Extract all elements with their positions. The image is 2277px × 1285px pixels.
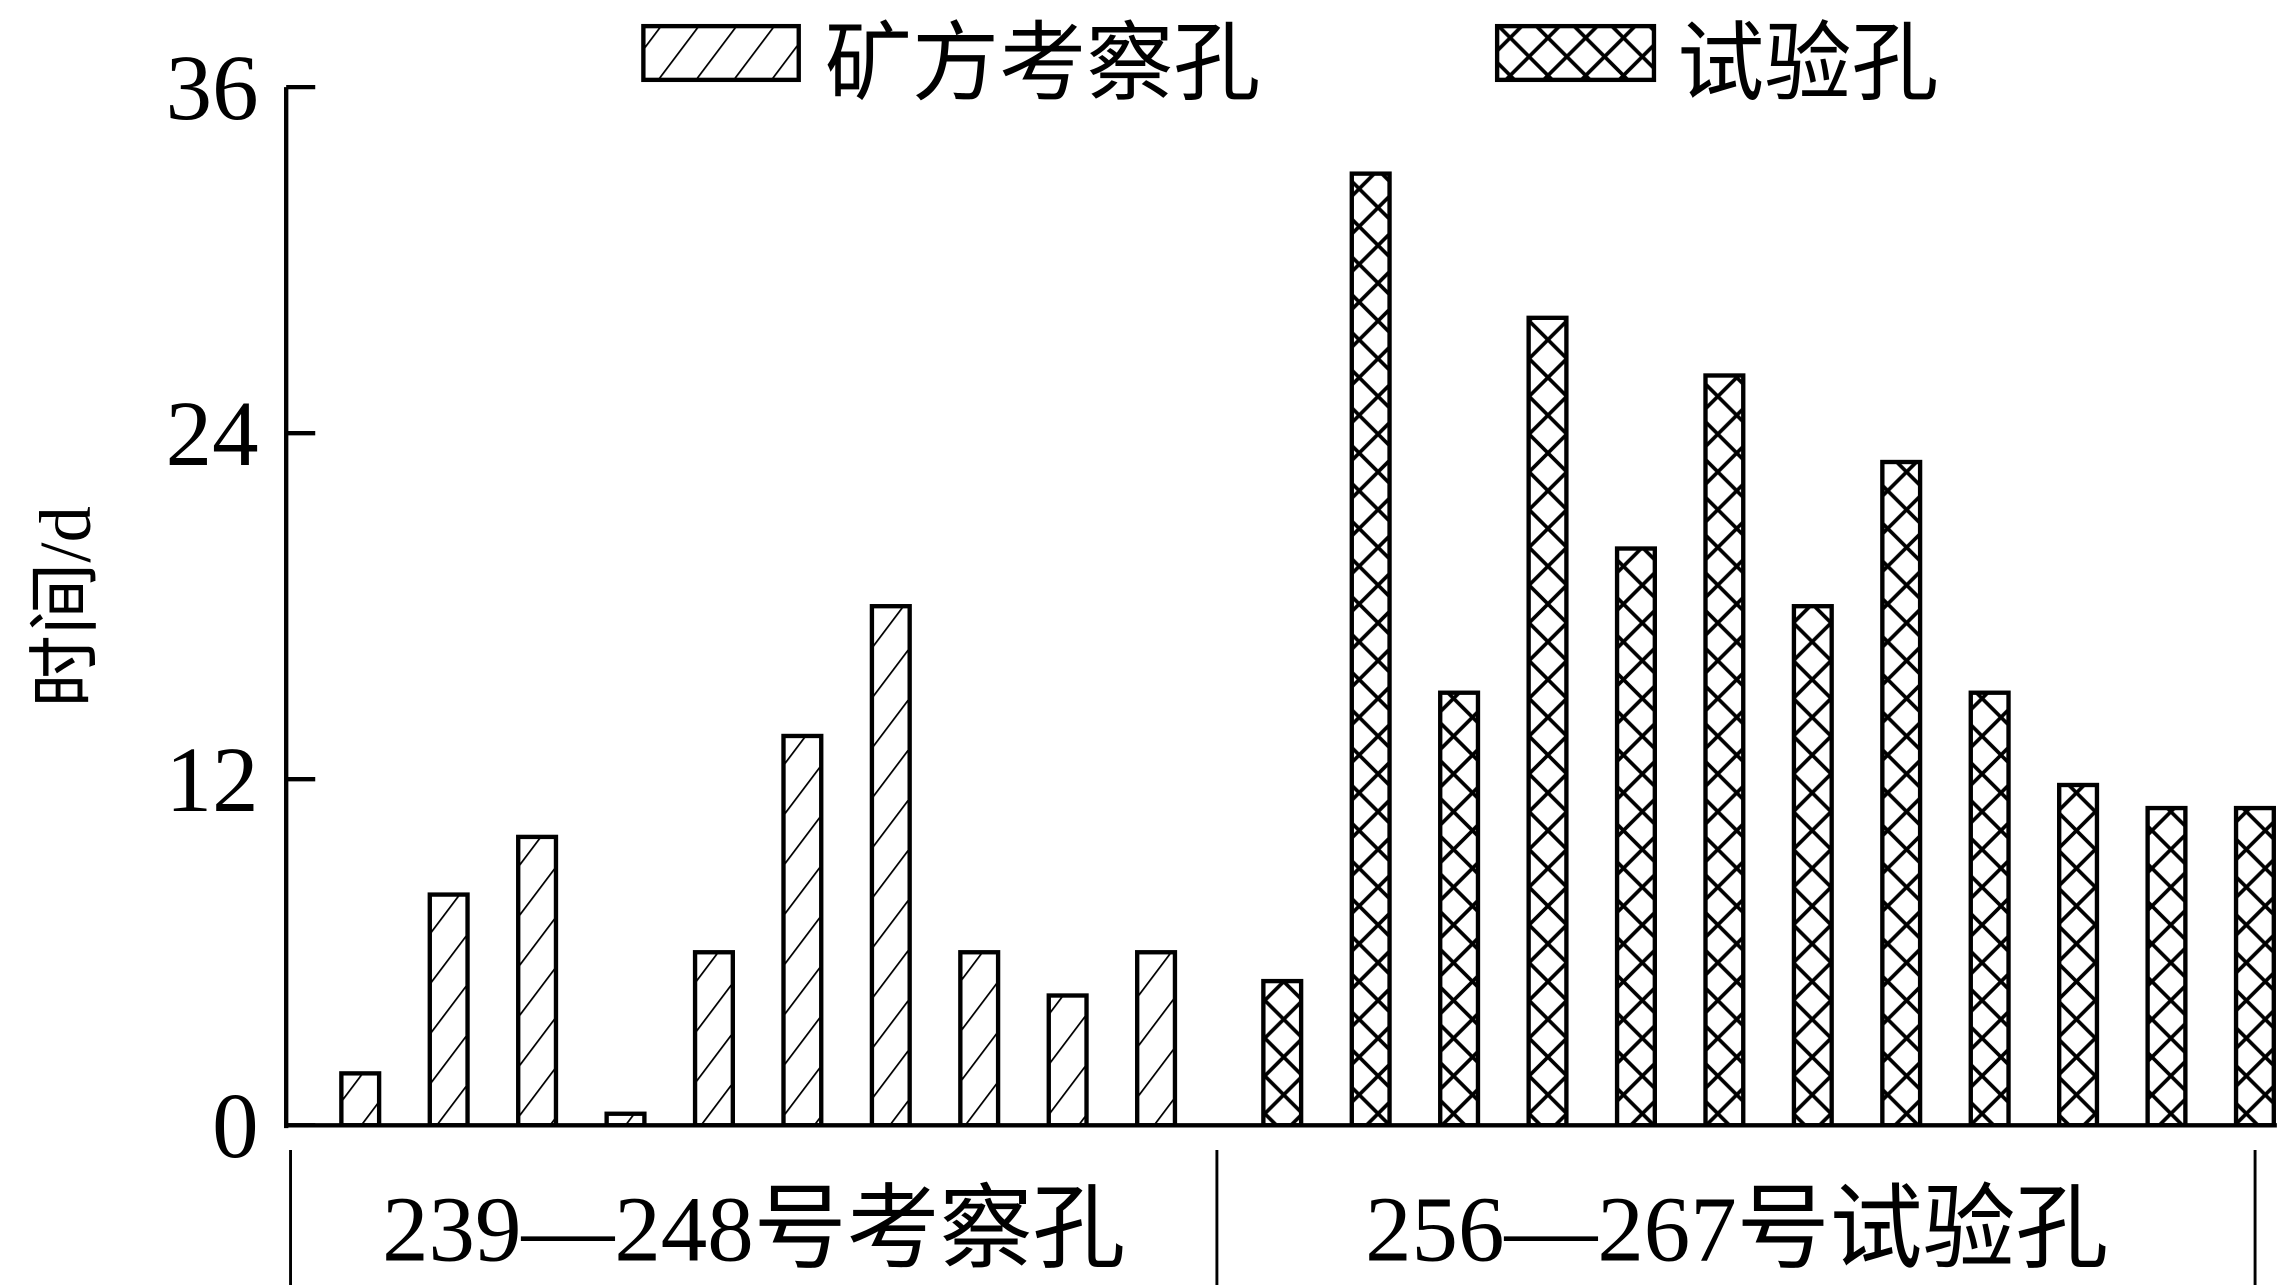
legend-swatch-series-1 [641,23,801,83]
bar-series-2-11 [2145,805,2188,1128]
legend-label-series-2: 试验孔 [1677,15,1938,112]
group-label-1: 239—248号考察孔 [382,1178,1125,1281]
axes [284,87,2277,1129]
bar-series-2-6 [1703,373,1746,1128]
group-label-2: 256—267号试验孔 [1365,1178,2108,1281]
bar-series-2-7 [1791,604,1834,1128]
bar-series-2-12 [2233,805,2276,1128]
bar-series-1-3 [516,834,559,1128]
bar-series-2-9 [1968,690,2011,1128]
bar-series-1-9 [1046,993,1089,1128]
y-axis-label: 时间/d [25,506,106,708]
legend: 矿方考察孔 试验孔 [641,15,1939,112]
bar-series-2-5 [1614,546,1658,1128]
y-tick-label: 0 [212,1075,258,1178]
bar-series-2-10 [2057,782,2100,1128]
legend-label-series-1: 矿方考察孔 [825,15,1261,112]
bars [339,171,2276,1128]
bar-series-1-5 [692,950,735,1128]
y-tick-label: 36 [166,37,259,140]
bar-series-2-2 [1349,171,1392,1128]
bar-series-1-6 [781,733,824,1128]
bar-series-1-2 [427,892,470,1128]
bar-series-1-10 [1135,950,1178,1128]
bar-series-1-8 [958,950,1001,1128]
legend-swatch-series-2 [1494,23,1657,83]
bar-series-2-4 [1526,315,1569,1128]
y-tick-label: 12 [166,729,259,832]
bar-series-2-1 [1261,978,1304,1128]
bar-series-1-7 [869,604,912,1128]
y-tick-label: 24 [166,383,259,486]
bar-series-1-1 [339,1071,382,1128]
bar-series-2-3 [1438,690,1481,1128]
group-labels: 239—248号考察孔 256—267号试验孔 [289,1149,2257,1285]
bar-series-2-8 [1880,459,1923,1128]
